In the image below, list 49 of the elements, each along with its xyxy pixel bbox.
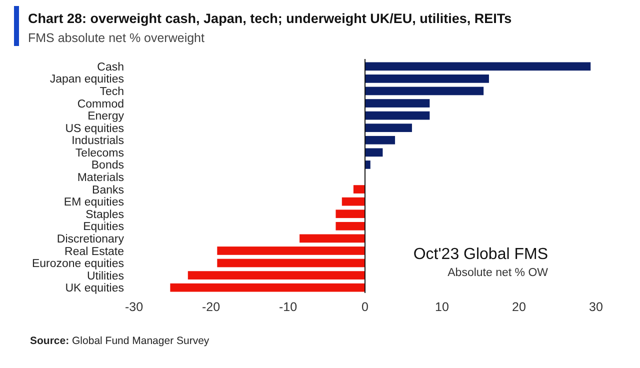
bar (365, 111, 430, 120)
y-tick-label: Discretionary (56, 233, 124, 246)
y-tick-label: Staples (86, 208, 124, 221)
bar (300, 234, 365, 243)
bar (336, 210, 365, 218)
bar (342, 197, 365, 206)
bar (353, 185, 365, 194)
chart-title: Chart 28: overweight cash, Japan, tech; underweight UK/EU, utilities, REITs (28, 11, 512, 26)
y-tick-label: Bonds (91, 160, 124, 172)
bar (365, 160, 370, 169)
y-tick-label: Utilities (86, 270, 124, 282)
bar (365, 148, 383, 157)
x-tick-label: -20 (202, 300, 220, 314)
annotation: Absolute net % OW (448, 267, 548, 279)
y-tick-label: Eurozone equities (32, 258, 124, 270)
annotation: Oct'23 Global FMS (413, 246, 548, 263)
y-tick-label: Materials (77, 172, 124, 184)
y-tick-label: Industrials (72, 135, 124, 148)
y-tick-label: Real Estate (64, 246, 124, 258)
bar (365, 86, 484, 96)
y-tick-label: Telecoms (75, 147, 124, 160)
y-tick-label: Japan equities (50, 74, 124, 86)
y-tick-label: EM equities (64, 196, 124, 209)
x-tick-label: 20 (512, 300, 526, 314)
bar (188, 271, 365, 280)
chart-subtitle: FMS absolute net % overweight (28, 31, 206, 45)
y-tick-label: Equities (83, 221, 124, 234)
source-note: Source: Global Fund Manager Survey (30, 335, 210, 347)
x-tick-label: 30 (589, 300, 603, 314)
bar (365, 74, 489, 83)
y-tick-label: US equities (65, 122, 124, 135)
y-tick-label: Tech (100, 86, 124, 98)
y-tick-label: Cash (97, 61, 124, 74)
bar (365, 99, 430, 108)
bar (217, 246, 365, 255)
bar (336, 222, 365, 230)
y-tick-label: Commod (77, 98, 124, 110)
bar (365, 124, 412, 132)
bar (217, 258, 365, 268)
bar (365, 136, 396, 144)
y-tick-label: Banks (92, 184, 124, 196)
y-tick-label: Energy (88, 110, 124, 123)
bar (170, 283, 365, 292)
y-tick-label: UK equities (65, 282, 124, 295)
x-tick-label: -10 (278, 300, 298, 314)
x-tick-label: -30 (124, 300, 144, 314)
x-tick-label: 10 (435, 300, 449, 314)
bar (365, 62, 591, 71)
x-tick-label: 0 (362, 300, 369, 314)
